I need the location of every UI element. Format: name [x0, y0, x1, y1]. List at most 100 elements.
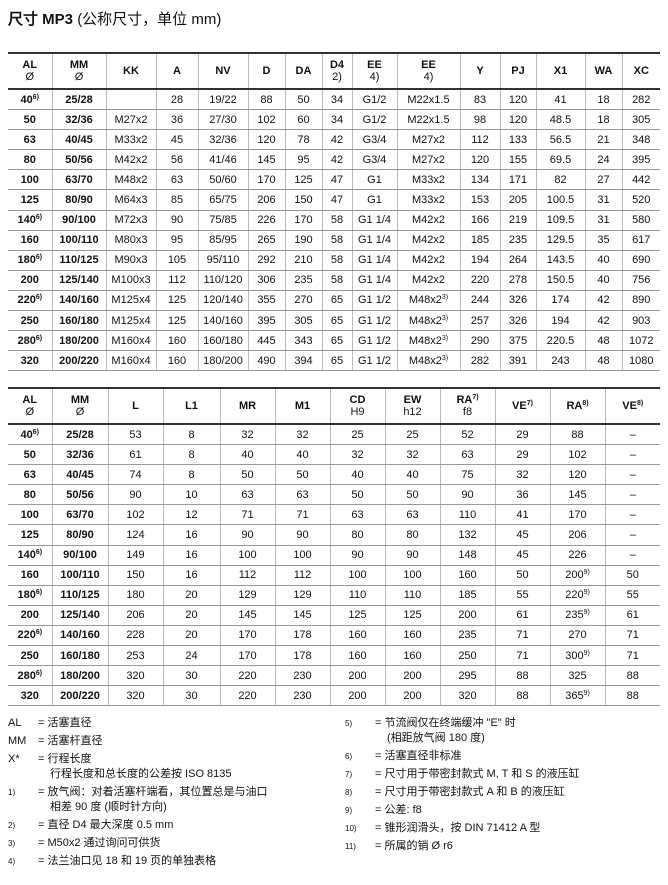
cell: 320 [8, 685, 52, 707]
cell: 48.5 [535, 109, 585, 131]
note-body: = 所属的销 Ø r6 [375, 839, 453, 854]
cell: 24 [162, 645, 220, 667]
cell: 65 [321, 310, 352, 332]
cell-note: 9) [583, 589, 590, 597]
cell: M80x3 [105, 230, 156, 251]
cell: 140/160 [51, 625, 108, 647]
cell: 20 [162, 605, 220, 626]
cell-text: 280 [17, 669, 36, 682]
cell-text: M48x2 [408, 334, 442, 347]
cell: M100x3 [105, 270, 156, 291]
cell: 63 [329, 504, 385, 526]
cell-note: 3) [441, 314, 449, 322]
notes-right: 5) = 节流阀仅在终端缓冲 "E" 时 (相距放气阀 180 度) 6) = 活塞直径… [345, 716, 665, 857]
cell: 125/140 [51, 605, 108, 626]
cell-text: 220 [17, 629, 36, 642]
cell: M160x4 [105, 350, 156, 372]
cell: 690 [621, 250, 660, 271]
cell: 143.5 [535, 250, 585, 271]
cell: 205 [499, 189, 536, 211]
cell: G1 1/2 [351, 290, 397, 312]
note-key: 4) [8, 857, 16, 866]
cell: 65/75 [197, 189, 248, 211]
header-cell: MM Ø [51, 387, 108, 425]
cell: G3/4 [351, 149, 397, 171]
cell: 160/180 [51, 310, 106, 332]
cell: 235 [439, 625, 495, 647]
cell: 200 [329, 665, 385, 687]
cell: – [604, 424, 660, 446]
cell: 2359) [549, 605, 605, 626]
cell: 226 [247, 210, 285, 231]
cell: 120 [247, 129, 285, 151]
header-label: AL [22, 394, 38, 406]
cell: 250 [8, 645, 52, 667]
cell: 85 [155, 189, 198, 211]
cell: 42 [321, 129, 352, 151]
note-body: = 锥形润滑头，按 DIN 71412 A 型 [375, 821, 540, 836]
header-cell: PJ [499, 52, 536, 90]
cell-note: 6) [32, 93, 39, 101]
note-body: = 公差: f8 [375, 803, 422, 818]
cell: – [604, 524, 660, 546]
row: 63 40/45 M33x2 45 32/36 120 78 42 G3/4 M27x2 112 13… [8, 129, 660, 151]
note-key: MM [8, 735, 27, 747]
cell: 180 [107, 585, 163, 606]
cell: 25 [384, 424, 440, 446]
row: 125 80/90 124 16 90 90 80 80 132 45 206– [8, 524, 660, 546]
header-cell: MR [219, 387, 275, 425]
header-label: A [173, 65, 181, 77]
cell: 320 [107, 685, 163, 707]
cell-note: 3) [441, 354, 449, 362]
cell: 8 [162, 464, 220, 486]
header-label: XC [633, 65, 649, 77]
header-cell: DA [284, 52, 322, 90]
cell: 80/90 [51, 524, 108, 546]
cell: 40 [584, 270, 622, 291]
cell: 102 [549, 444, 605, 466]
cell: G1 1/2 [351, 310, 397, 332]
cell: 200 [8, 605, 52, 626]
header-label: L1 [185, 400, 198, 412]
header-label: WA [594, 65, 613, 77]
cell: 180/200 [51, 665, 108, 687]
cell: 3659) [549, 685, 605, 707]
note-key: 11) [345, 842, 356, 851]
cell: 125 [8, 524, 52, 546]
cell: 50 [8, 109, 52, 131]
cell: 58 [321, 250, 352, 271]
note-line: = 所属的销 Ø r6 [375, 840, 453, 852]
cell: 19/22 [197, 89, 248, 111]
cell: 24 [584, 149, 622, 171]
header-label: D4 [329, 59, 345, 71]
cell: 1072 [621, 330, 660, 352]
cell: 32 [329, 444, 385, 466]
cell: 219 [499, 210, 536, 231]
cell: 75/85 [197, 210, 248, 231]
header-cell: X1 [535, 52, 585, 90]
cell: 90 [329, 545, 385, 566]
cell: 235 [284, 270, 322, 291]
header-sub: h12 [403, 406, 422, 418]
header-row: AL Ø MM Ø KK A NV D DA D4 2) EE 4) EE 4) Y PJ X1 WA XC [8, 52, 660, 90]
cell: G1/2 [351, 109, 397, 131]
cell: 30 [162, 685, 220, 707]
cell: 394 [284, 350, 322, 372]
note-key: 9) [345, 806, 353, 815]
cell: 270 [549, 625, 605, 647]
cell: 65 [321, 330, 352, 352]
cell: 112 [155, 270, 198, 291]
cell: – [604, 464, 660, 486]
cell: 100/110 [51, 565, 108, 586]
cell: 320 [8, 350, 52, 372]
cell: M160x4 [105, 330, 156, 352]
row: 406) 25/28 28 19/22 88 50 34 G1/2 M22x1.5 83 120 41… [8, 89, 660, 111]
cell: 230 [274, 685, 330, 707]
note: 10) = 锥形润滑头，按 DIN 71412 A 型 [345, 821, 665, 836]
cell: 58 [321, 230, 352, 251]
cell: 18 [584, 89, 622, 111]
cell: 185 [439, 585, 495, 606]
cell: 145 [274, 605, 330, 626]
cell: 25 [329, 424, 385, 446]
cell: – [604, 504, 660, 526]
